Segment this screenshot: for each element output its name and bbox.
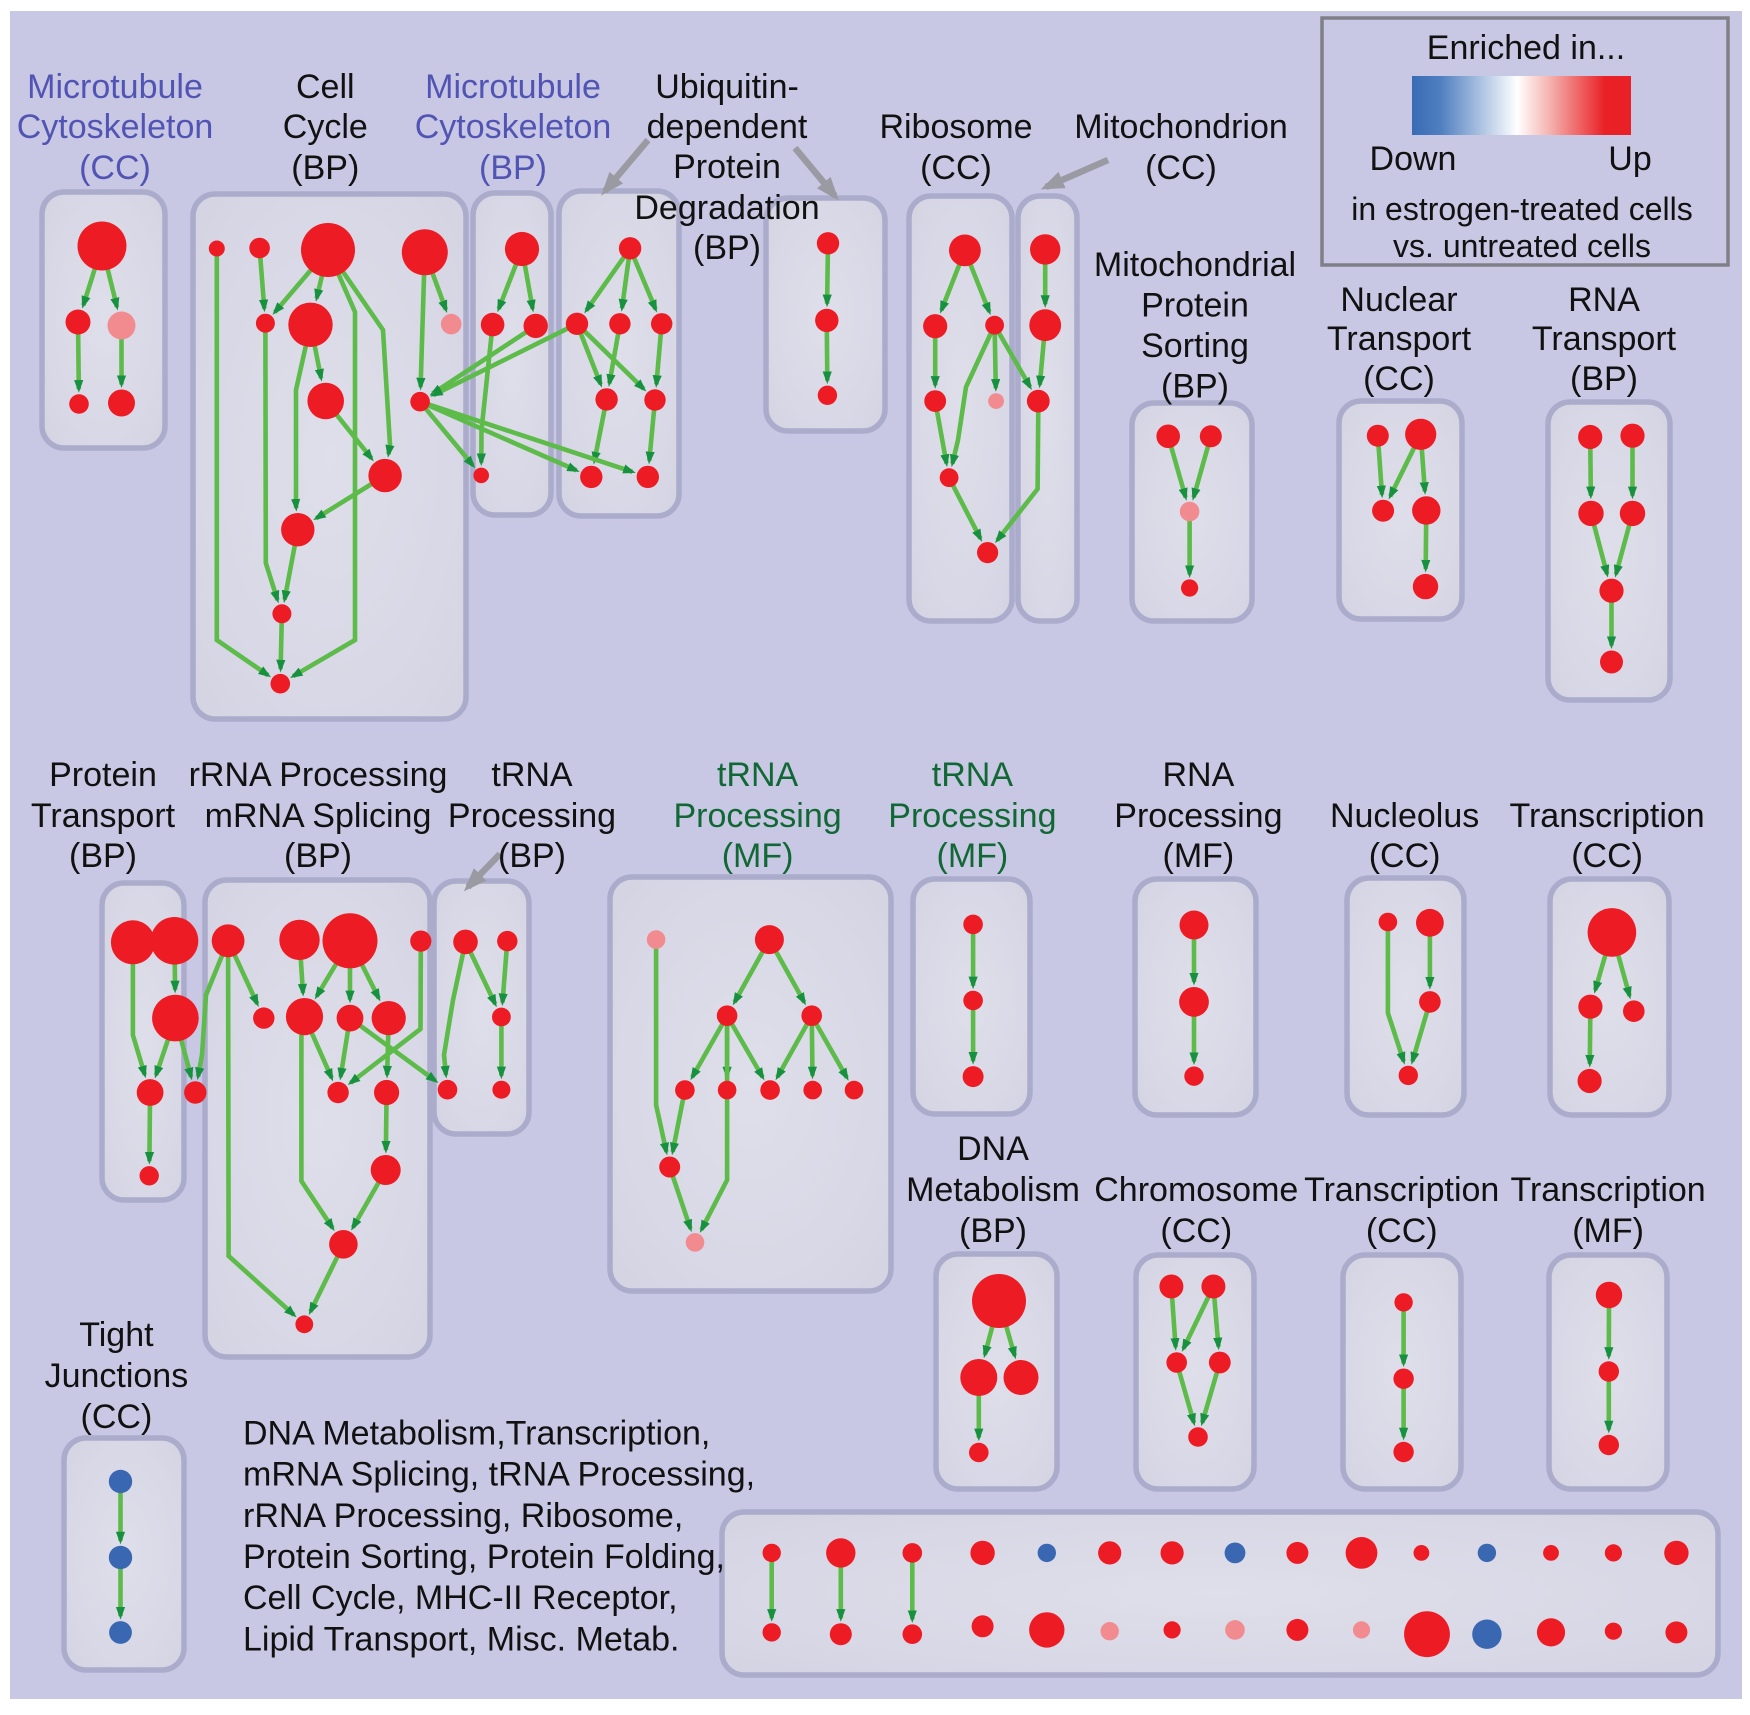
svg-text:(CC): (CC) (1369, 837, 1441, 875)
svg-text:rRNA Processing: rRNA Processing (189, 756, 448, 794)
svg-text:(CC): (CC) (1363, 360, 1435, 398)
svg-text:Enriched in...: Enriched in... (1427, 29, 1625, 67)
svg-text:Cell Cycle, MHC-II Receptor,: Cell Cycle, MHC-II Receptor, (243, 1579, 678, 1617)
svg-text:(CC): (CC) (1571, 837, 1643, 875)
svg-text:in estrogen-treated cells: in estrogen-treated cells (1351, 191, 1693, 227)
svg-text:mRNA Splicing, tRNA Processing: mRNA Splicing, tRNA Processing, (243, 1456, 755, 1494)
svg-text:mRNA Splicing: mRNA Splicing (205, 797, 432, 835)
svg-text:vs. untreated cells: vs. untreated cells (1393, 228, 1651, 264)
svg-text:(CC): (CC) (79, 149, 151, 187)
svg-text:rRNA Processing, Ribosome,: rRNA Processing, Ribosome, (243, 1497, 683, 1535)
svg-text:(CC): (CC) (1366, 1212, 1438, 1250)
svg-text:(MF): (MF) (1163, 837, 1235, 875)
svg-text:Ubiquitin-: Ubiquitin- (655, 68, 799, 106)
svg-text:Processing: Processing (888, 797, 1056, 835)
svg-text:tRNA: tRNA (717, 756, 799, 794)
svg-text:(BP): (BP) (69, 837, 137, 875)
svg-text:Microtubule: Microtubule (425, 68, 601, 106)
svg-text:Chromosome: Chromosome (1094, 1171, 1298, 1209)
svg-text:Cytoskeleton: Cytoskeleton (415, 108, 612, 146)
svg-text:(BP): (BP) (1570, 360, 1638, 398)
svg-text:Protein Sorting, Protein Foldi: Protein Sorting, Protein Folding, (243, 1538, 725, 1576)
svg-text:Transcription: Transcription (1304, 1171, 1499, 1209)
svg-text:Metabolism: Metabolism (906, 1171, 1080, 1209)
svg-text:Transport: Transport (31, 797, 176, 835)
svg-text:(MF): (MF) (1572, 1212, 1644, 1250)
svg-text:(BP): (BP) (693, 229, 761, 267)
svg-text:(CC): (CC) (920, 149, 992, 187)
svg-text:Ribosome: Ribosome (879, 108, 1032, 146)
svg-text:tRNA: tRNA (932, 756, 1014, 794)
svg-text:Cell: Cell (296, 68, 355, 106)
svg-text:Transport: Transport (1327, 320, 1472, 358)
svg-text:(CC): (CC) (81, 1398, 153, 1436)
svg-text:(BP): (BP) (1161, 368, 1229, 406)
svg-text:Tight: Tight (79, 1316, 154, 1354)
svg-text:Mitochondrion: Mitochondrion (1074, 108, 1288, 146)
svg-text:RNA: RNA (1568, 281, 1640, 319)
svg-text:(BP): (BP) (498, 837, 566, 875)
svg-text:Processing: Processing (1114, 797, 1282, 835)
svg-text:(MF): (MF) (722, 837, 794, 875)
svg-text:DNA: DNA (957, 1130, 1029, 1168)
svg-text:Cytoskeleton: Cytoskeleton (17, 108, 214, 146)
svg-text:(CC): (CC) (1160, 1212, 1232, 1250)
svg-text:Protein: Protein (49, 756, 157, 794)
svg-text:Junctions: Junctions (45, 1357, 189, 1395)
svg-text:(CC): (CC) (1145, 149, 1217, 187)
svg-text:Lipid Transport, Misc. Metab.: Lipid Transport, Misc. Metab. (243, 1620, 680, 1658)
svg-text:(BP): (BP) (959, 1212, 1027, 1250)
svg-text:Nuclear: Nuclear (1340, 281, 1457, 319)
svg-text:Degradation: Degradation (634, 189, 819, 227)
svg-text:Transport: Transport (1532, 320, 1677, 358)
svg-text:Processing: Processing (673, 797, 841, 835)
svg-text:Sorting: Sorting (1141, 327, 1249, 365)
svg-text:(BP): (BP) (284, 837, 352, 875)
svg-text:Nucleolus: Nucleolus (1330, 797, 1479, 835)
svg-text:(BP): (BP) (479, 149, 547, 187)
svg-text:Cycle: Cycle (283, 108, 368, 146)
svg-text:DNA Metabolism,Transcription,: DNA Metabolism,Transcription, (243, 1414, 710, 1452)
svg-text:Transcription: Transcription (1509, 797, 1704, 835)
svg-text:(MF): (MF) (937, 837, 1009, 875)
svg-text:dependent: dependent (647, 108, 808, 146)
svg-text:Processing: Processing (448, 797, 616, 835)
svg-text:Mitochondrial: Mitochondrial (1094, 246, 1296, 284)
svg-text:Down: Down (1370, 140, 1457, 178)
svg-text:Transcription: Transcription (1510, 1171, 1705, 1209)
svg-text:tRNA: tRNA (491, 756, 573, 794)
svg-text:Up: Up (1608, 140, 1651, 178)
svg-text:Microtubule: Microtubule (27, 68, 203, 106)
svg-text:Protein: Protein (1141, 287, 1249, 325)
svg-text:Protein: Protein (673, 148, 781, 186)
svg-text:(BP): (BP) (291, 149, 359, 187)
svg-text:RNA: RNA (1163, 756, 1235, 794)
